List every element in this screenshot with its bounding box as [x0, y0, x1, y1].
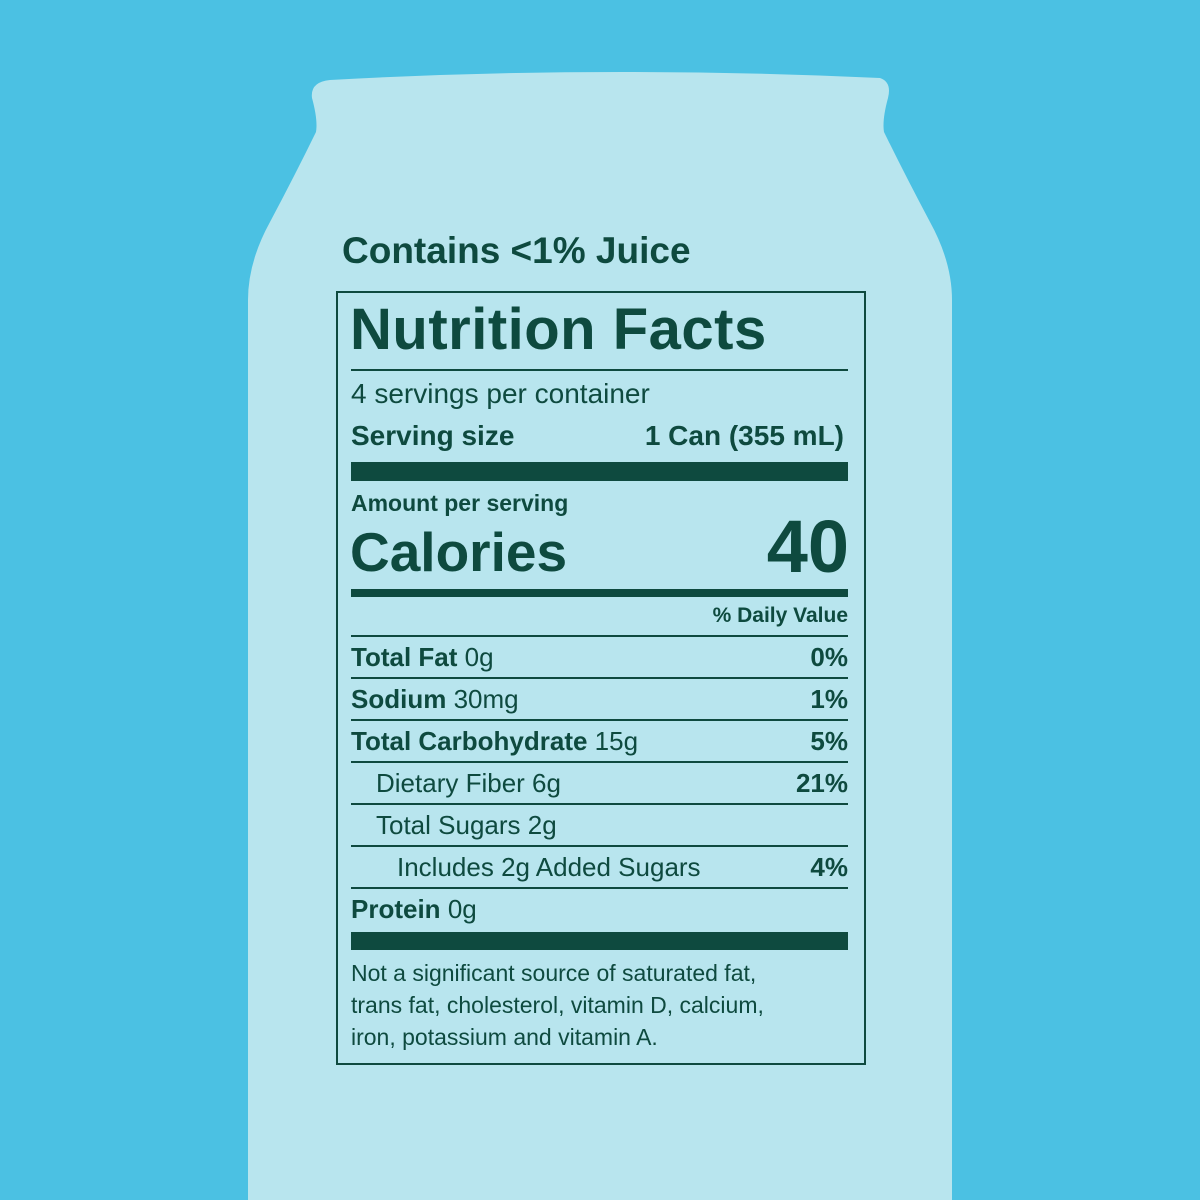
footnote-line: Not a significant source of saturated fa…: [351, 960, 757, 986]
serving-size-value: 1 Can (355 mL): [644, 420, 844, 451]
juice-note: Contains <1% Juice: [342, 230, 691, 271]
calories-label: Calories: [350, 521, 568, 583]
row-divider: [351, 635, 848, 637]
medium-divider: [351, 589, 848, 597]
row-divider: [351, 803, 848, 805]
nutrient-name: Total Fat: [351, 642, 458, 672]
nutrient-row: Total Carbohydrate 15g 5%: [351, 721, 848, 761]
nutrient-name: Sodium: [351, 684, 447, 714]
nutrient-name: Dietary Fiber 6g: [376, 768, 561, 798]
row-divider: [351, 761, 848, 763]
nutrient-amount: 30mg: [453, 684, 519, 714]
daily-value-percent: 21%: [795, 768, 848, 798]
daily-value-percent: 0%: [810, 642, 848, 672]
nutrient-amount: 0g: [447, 894, 477, 924]
nutrient-row: Sodium 30mg 1%: [351, 679, 848, 719]
nutrient-row: Includes 2g Added Sugars 4%: [351, 847, 848, 887]
daily-value-header: % Daily Value: [712, 604, 848, 627]
nutrient-row: Dietary Fiber 6g 21%: [351, 763, 848, 803]
nutrient-name: Total Sugars 2g: [376, 810, 557, 840]
row-divider: [351, 677, 848, 679]
daily-value-percent: 1%: [810, 684, 848, 714]
nutrient-row: Protein 0g: [351, 889, 848, 929]
servings-per-container: 4 servings per container: [351, 378, 650, 409]
calories-value: 40: [766, 505, 849, 588]
footnote-line: trans fat, cholesterol, vitamin D, calci…: [351, 992, 764, 1018]
nutrient-amount: 0g: [464, 642, 494, 672]
row-divider: [351, 719, 848, 721]
daily-value-percent: 5%: [810, 726, 848, 756]
divider: [351, 369, 848, 371]
nutrition-facts-title: Nutrition Facts: [350, 297, 767, 362]
daily-value-percent: 4%: [810, 852, 848, 882]
thick-divider: [351, 932, 848, 950]
nutrient-name: Total Carbohydrate: [351, 726, 588, 756]
row-divider: [351, 887, 848, 889]
nutrition-facts-panel: [336, 291, 866, 1065]
nutrient-row: Total Fat 0g 0%: [351, 637, 848, 677]
nutrient-row: Total Sugars 2g: [351, 805, 848, 845]
nutrient-name: Protein: [351, 894, 441, 924]
thick-divider: [351, 462, 848, 481]
serving-size-label: Serving size: [351, 420, 515, 451]
nutrient-amount: 15g: [594, 726, 639, 756]
amount-per-serving: Amount per serving: [351, 490, 569, 516]
row-divider: [351, 845, 848, 847]
nutrient-name: Includes 2g Added Sugars: [397, 852, 701, 882]
footnote-line: iron, potassium and vitamin A.: [351, 1024, 658, 1050]
